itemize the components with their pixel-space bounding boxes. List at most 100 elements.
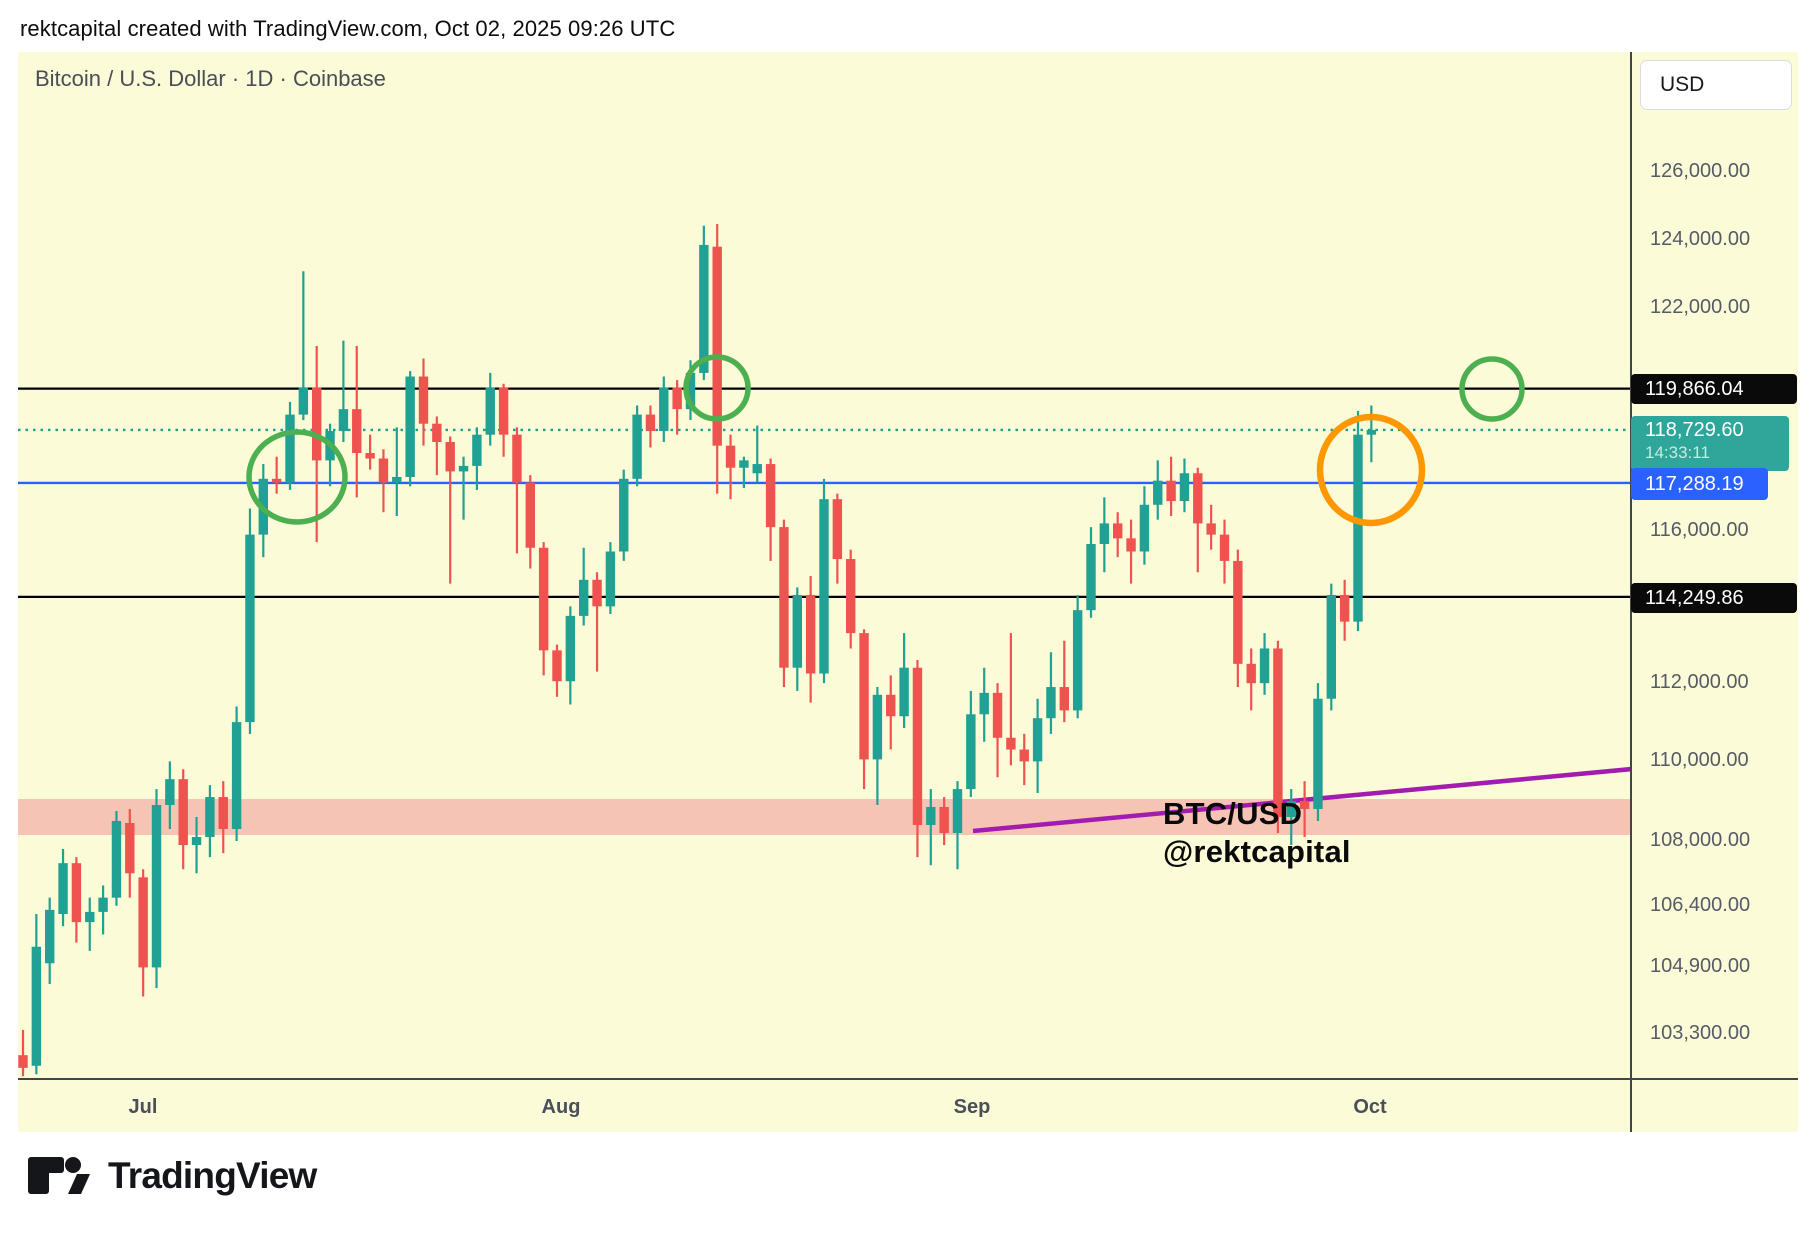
attribution-text: rektcapital created with TradingView.com…: [20, 16, 676, 41]
candle-body-down: [912, 667, 923, 825]
candle-body-down: [1273, 648, 1283, 817]
candle-body-up: [619, 478, 629, 552]
candle-body-down: [832, 499, 843, 560]
tradingview-wordmark: TradingView: [108, 1155, 317, 1196]
price-tick-label: 104,900.00: [1650, 955, 1751, 977]
candle-countdown: 14:33:11: [1645, 443, 1710, 462]
candle-body-up: [405, 376, 415, 477]
candle-body-down: [138, 877, 148, 968]
candle-body-down: [1166, 480, 1176, 502]
symbol-title[interactable]: Bitcoin / U.S. Dollar · 1D · Coinbase: [35, 66, 386, 91]
candle-body-down: [1006, 737, 1016, 750]
candle-body-down: [71, 863, 82, 923]
candle-body-up: [45, 909, 55, 964]
candle-body-up: [659, 387, 669, 432]
candle-body-down: [1193, 473, 1203, 524]
candle-body-down: [271, 478, 282, 483]
candle-body-down: [1233, 560, 1243, 664]
candle-body-down: [765, 464, 776, 528]
candle-body-up: [1046, 687, 1056, 719]
candle-body-down: [1019, 749, 1029, 762]
tradingview-logo-icon: [28, 1157, 90, 1194]
candle-body-down: [1206, 523, 1216, 535]
candle-body-up: [58, 863, 68, 914]
price-tick-label: 126,000.00: [1650, 160, 1751, 182]
annotation-circle-green-2: [683, 354, 751, 422]
candle-body-down: [218, 797, 228, 829]
candle-body-up: [632, 414, 642, 479]
candle-body-down: [779, 527, 789, 668]
candle-body-down: [1299, 801, 1310, 809]
price-badge-current: 118,729.60 14:33:11: [1631, 416, 1789, 471]
candle-body-down: [1246, 663, 1256, 684]
price-tick-label: 110,000.00: [1650, 749, 1749, 771]
candle-body-up: [979, 692, 989, 715]
chart-background: [18, 52, 1798, 1132]
candle-body-up: [1153, 480, 1163, 505]
candle-body-up: [685, 372, 696, 410]
candle-body-up: [338, 409, 349, 432]
candle-body-down: [712, 246, 722, 446]
candle-body-up: [231, 722, 242, 829]
candle-body-down: [312, 387, 322, 461]
candle-body-up: [1353, 434, 1363, 622]
candle-body-down: [512, 434, 522, 483]
candle-body-up: [966, 714, 976, 790]
candle-body-down: [886, 694, 896, 717]
candle-body-up: [285, 414, 295, 483]
price-tick-label: 116,000.00: [1650, 519, 1749, 541]
month-label-oct: Oct: [1353, 1096, 1387, 1118]
candle-body-up: [85, 911, 95, 923]
time-axis-separator: [18, 1078, 1798, 1080]
candle-body-down: [672, 387, 682, 410]
candle-body-up: [98, 897, 108, 912]
candle-body-up: [1366, 429, 1377, 435]
candle-body-up: [1072, 610, 1083, 711]
price-badge-support: 114,249.86: [1631, 583, 1797, 613]
candle-body-down: [498, 387, 509, 435]
candle-body-down: [992, 692, 1003, 738]
candle-body-up: [1326, 594, 1336, 699]
tradingview-logo[interactable]: TradingView: [28, 1155, 317, 1197]
candle-body-down: [125, 822, 135, 874]
price-tick-label: 103,300.00: [1650, 1022, 1751, 1044]
candle-body-up: [1099, 523, 1110, 544]
candle-body-down: [445, 442, 455, 472]
candle-body-down: [1219, 534, 1230, 561]
candle-body-down: [725, 445, 736, 468]
candle-body-up: [565, 615, 576, 682]
price-tick-label: 112,000.00: [1650, 671, 1749, 693]
candle-body-up: [205, 797, 215, 837]
candle-body-up: [458, 465, 469, 472]
watermark: BTC/USD @rektcapital: [1163, 795, 1351, 871]
candle-body-down: [18, 1055, 28, 1068]
candle-body-down: [805, 594, 816, 674]
candle-body-down: [178, 779, 188, 846]
candle-body-down: [552, 650, 562, 682]
candle-body-down: [1126, 538, 1136, 552]
trendline: [972, 766, 1630, 834]
annotation-circle-green-3: [1459, 356, 1525, 422]
candle-body-up: [1179, 473, 1190, 502]
price-tick-label: 108,000.00: [1650, 829, 1751, 851]
currency-toggle-button[interactable]: USD: [1640, 60, 1792, 110]
candle-body-up: [485, 387, 495, 435]
candle-body-up: [151, 804, 162, 968]
candle-body-up: [605, 551, 616, 607]
candle-body-down: [352, 409, 362, 454]
candle-body-up: [1286, 801, 1296, 817]
candle-body-up: [899, 667, 909, 717]
candle-body-up: [952, 789, 963, 833]
candle-body-up: [819, 499, 829, 674]
candle-body-up: [699, 244, 709, 373]
candle-body-down: [846, 559, 856, 634]
candle-body-down: [1059, 687, 1069, 711]
price-badge-resistance: 119,866.04: [1631, 374, 1797, 404]
price-badge-blue-level: 117,288.19: [1631, 468, 1768, 500]
candle-body-up: [298, 387, 309, 415]
price-tick-label: 106,400.00: [1650, 894, 1751, 916]
candle-body-up: [191, 836, 202, 846]
candle-body-up: [392, 476, 402, 483]
candle-body-up: [31, 946, 42, 1066]
